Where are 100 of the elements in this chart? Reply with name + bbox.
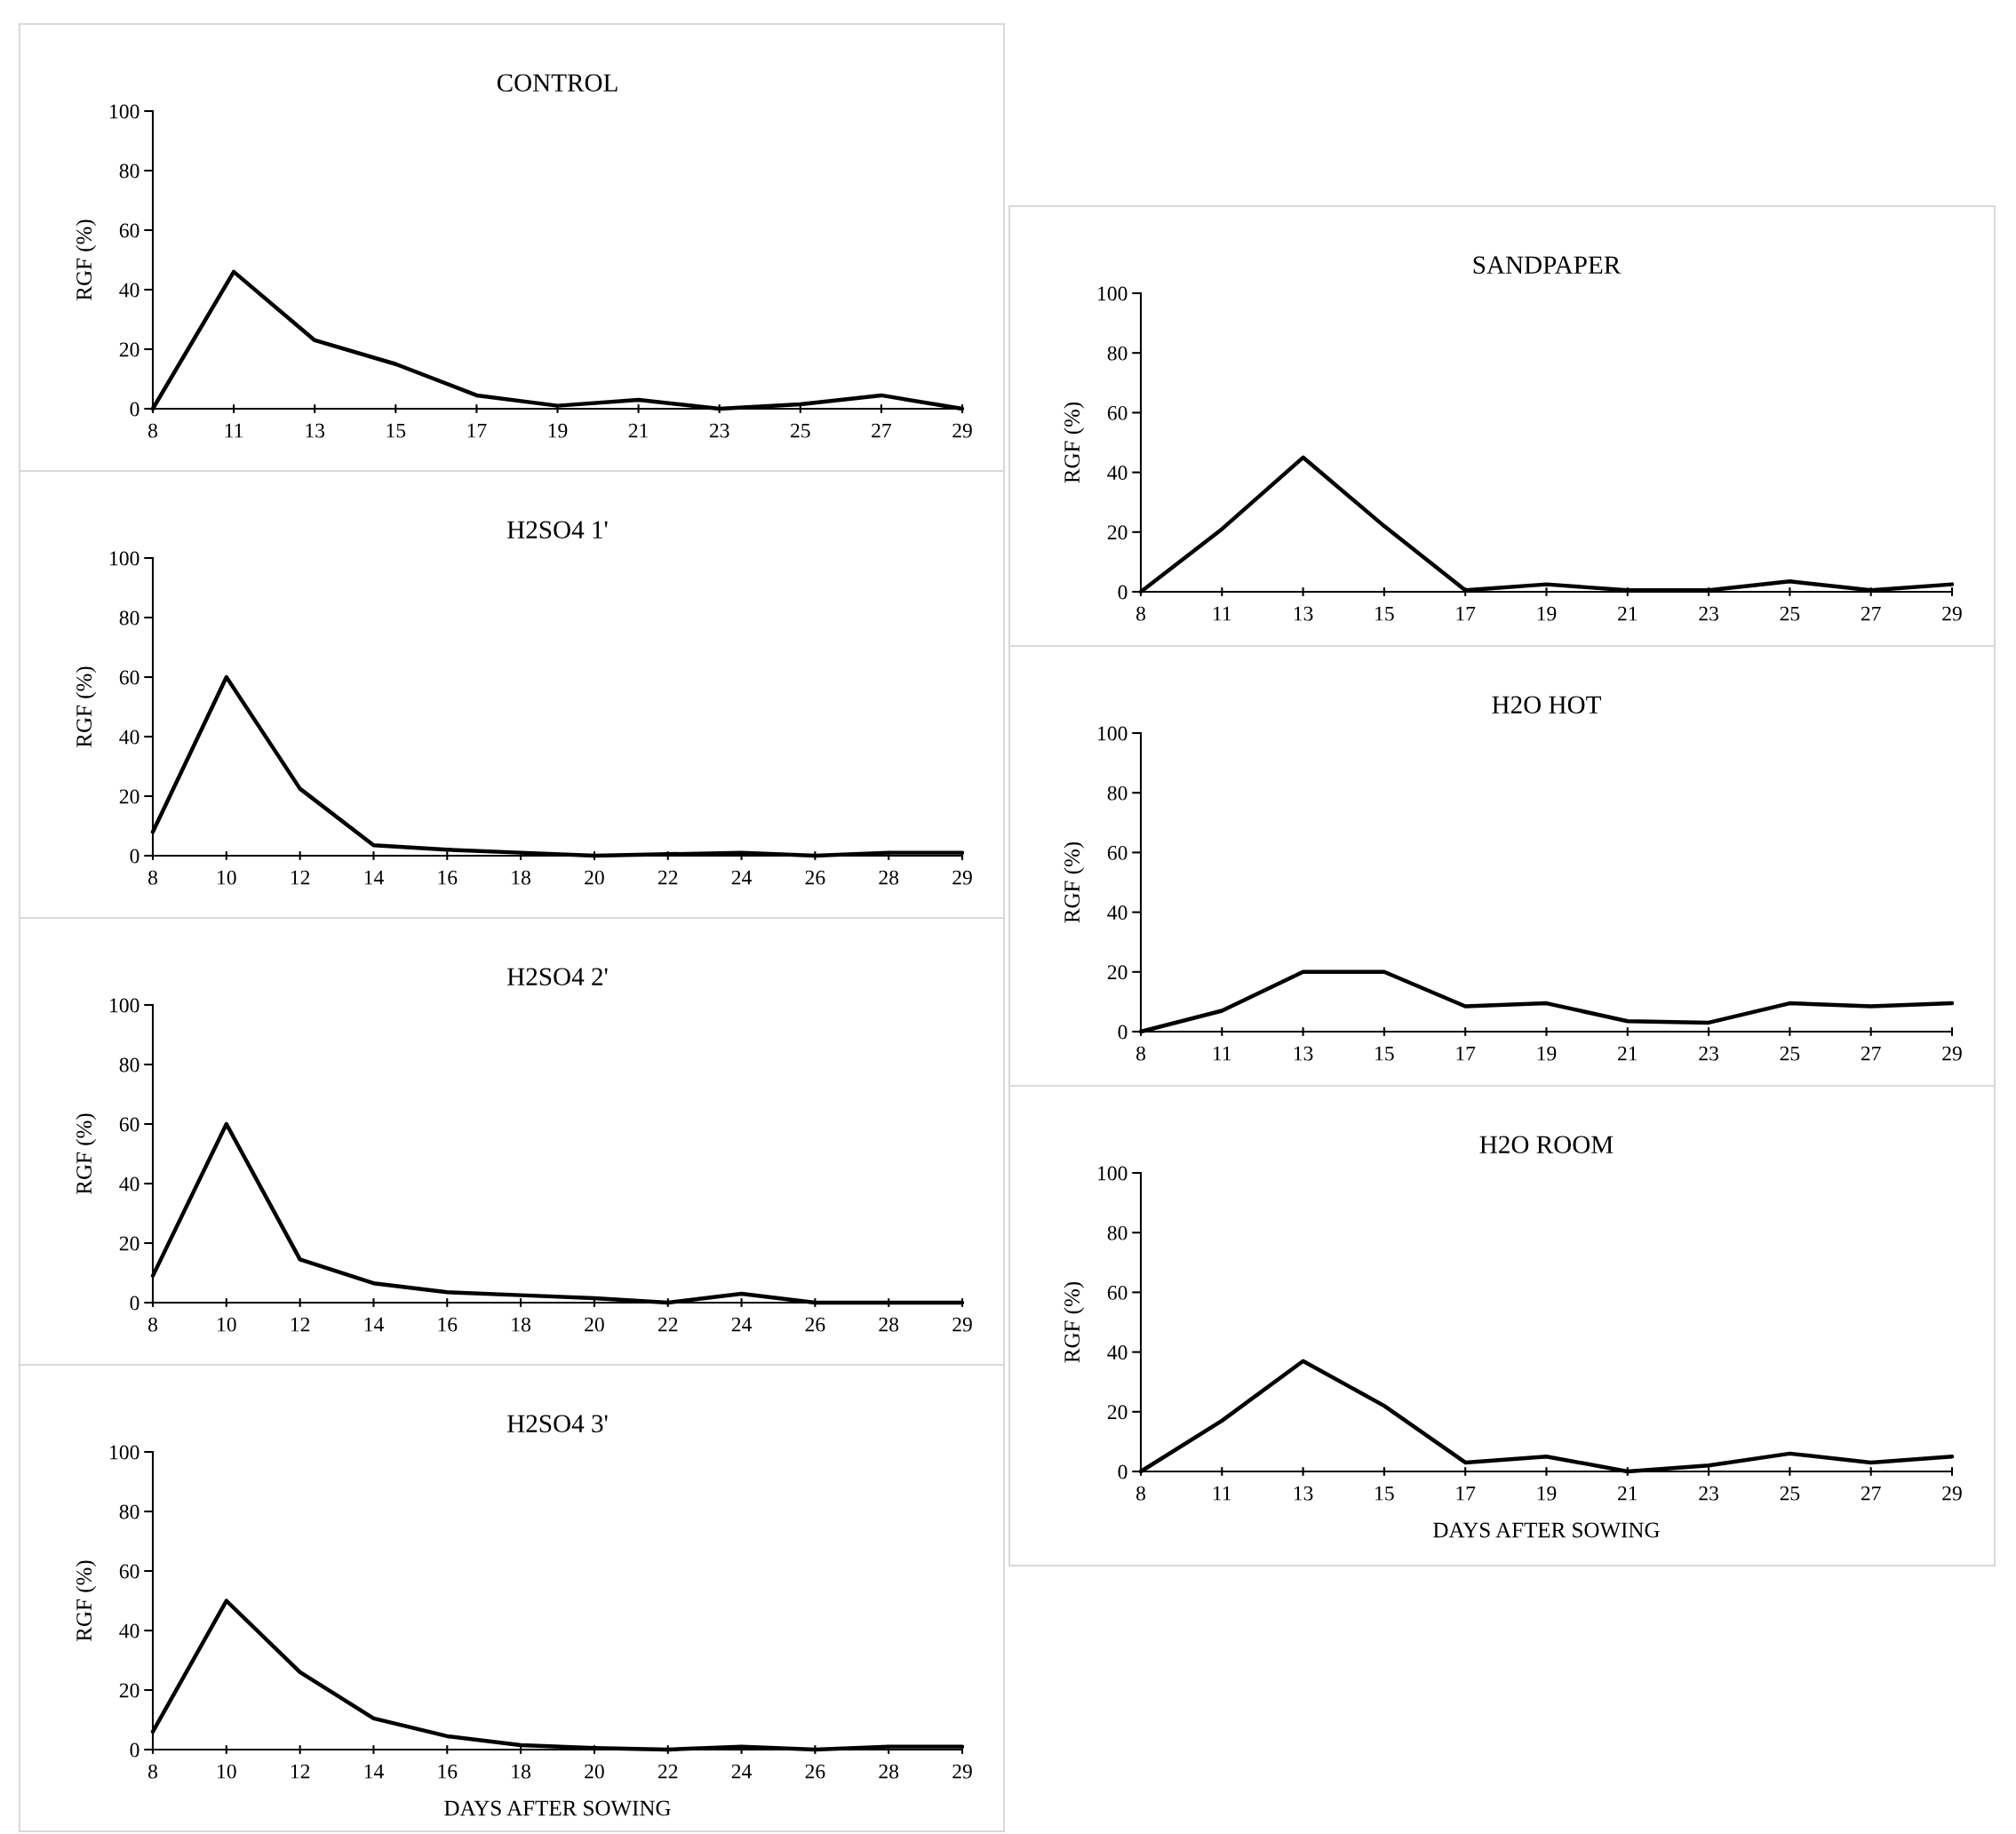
x-tick-label: 29 <box>952 870 972 885</box>
x-tick-label: 13 <box>1294 1046 1313 1061</box>
x-tick-label: 8 <box>1136 1486 1145 1501</box>
x-tick-label: 13 <box>306 423 325 438</box>
y-tick-label: 0 <box>130 402 139 417</box>
x-tick-label: 8 <box>1136 1046 1145 1061</box>
x-tick-label: 24 <box>731 1317 752 1332</box>
x-tick-label: 29 <box>1942 606 1962 621</box>
x-tick-label: 8 <box>148 870 157 885</box>
x-tick-label: 14 <box>364 1764 384 1779</box>
y-axis-title: RGF (%) <box>1064 402 1085 483</box>
x-tick-label: 27 <box>1861 606 1881 621</box>
x-tick-label: 22 <box>657 1317 678 1332</box>
x-tick-label: 16 <box>438 1764 458 1779</box>
chart-title: H2O ROOM <box>1479 1136 1614 1154</box>
x-tick-label: 12 <box>291 1317 310 1332</box>
x-tick-label: 11 <box>1214 1046 1231 1061</box>
y-tick-label: 80 <box>1107 785 1128 801</box>
y-tick-label: 0 <box>1118 1025 1128 1040</box>
y-tick-label: 0 <box>1118 585 1128 600</box>
x-tick-label: 26 <box>805 870 825 885</box>
x-tick-label: 17 <box>1456 606 1476 621</box>
y-tick-label: 60 <box>1107 1285 1128 1300</box>
x-tick-label: 25 <box>1780 606 1800 621</box>
x-tick-label: 18 <box>512 1764 530 1779</box>
y-tick-label: 100 <box>1098 286 1128 301</box>
x-tick-label: 19 <box>1537 1046 1557 1061</box>
x-tick-label: 17 <box>1456 1486 1476 1501</box>
y-tick-label: 60 <box>1107 845 1128 860</box>
x-tick-label: 12 <box>291 870 310 885</box>
y-tick-label: 100 <box>1098 726 1128 741</box>
x-tick-label: 21 <box>628 423 648 438</box>
y-tick-label: 20 <box>1107 965 1128 980</box>
x-tick-label: 19 <box>548 423 568 438</box>
x-tick-label: 21 <box>1618 1046 1638 1061</box>
x-tick-label: 22 <box>657 870 678 885</box>
y-tick-label: 0 <box>130 849 139 864</box>
x-tick-label: 25 <box>1780 1486 1800 1501</box>
x-tick-label: 17 <box>467 423 487 438</box>
y-tick-label: 60 <box>119 1117 139 1132</box>
y-tick-label: 60 <box>119 1564 139 1579</box>
x-tick-label: 29 <box>952 423 972 438</box>
x-tick-label: 12 <box>291 1764 310 1779</box>
x-tick-label: 29 <box>1942 1046 1962 1061</box>
x-tick-label: 11 <box>1214 1486 1231 1501</box>
x-tick-label: 21 <box>1618 1486 1638 1501</box>
y-axis-title: RGF (%) <box>1064 1281 1085 1363</box>
x-tick-label: 22 <box>657 1764 678 1779</box>
x-tick-label: 29 <box>1942 1486 1962 1501</box>
x-tick-label: 13 <box>1294 606 1313 621</box>
y-tick-label: 80 <box>119 163 139 179</box>
x-axis-title: DAYS AFTER SOWING <box>444 1800 671 1816</box>
y-tick-label: 0 <box>130 1296 139 1311</box>
x-tick-label: 25 <box>791 423 810 438</box>
x-tick-label: 26 <box>805 1317 825 1332</box>
x-tick-label: 23 <box>1699 1486 1718 1501</box>
x-tick-label: 18 <box>512 870 530 885</box>
chart-title: H2SO4 3' <box>507 1415 608 1433</box>
y-tick-label: 40 <box>119 1176 139 1192</box>
x-tick-label: 10 <box>218 1317 236 1332</box>
chart-title: CONTROL <box>497 74 618 92</box>
y-tick-label: 100 <box>110 104 139 119</box>
x-tick-label: 24 <box>731 1764 752 1779</box>
x-tick-label: 10 <box>218 870 236 885</box>
x-tick-label: 28 <box>879 870 899 885</box>
x-tick-label: 14 <box>364 870 384 885</box>
x-tick-label: 15 <box>1375 1046 1394 1061</box>
x-tick-label: 26 <box>805 1764 825 1779</box>
y-tick-label: 40 <box>119 1623 139 1639</box>
x-tick-label: 27 <box>1861 1046 1881 1061</box>
x-tick-label: 24 <box>731 870 752 885</box>
x-tick-label: 15 <box>386 423 406 438</box>
x-tick-label: 29 <box>952 1764 972 1779</box>
chart-title: H2SO4 2' <box>507 968 608 986</box>
y-tick-label: 40 <box>1107 466 1128 481</box>
x-tick-label: 20 <box>585 1317 604 1332</box>
x-tick-label: 23 <box>709 423 729 438</box>
y-tick-label: 60 <box>119 670 139 685</box>
y-tick-label: 20 <box>119 342 139 357</box>
x-tick-label: 13 <box>1294 1486 1313 1501</box>
y-tick-label: 20 <box>1107 1405 1128 1420</box>
x-tick-label: 23 <box>1699 606 1718 621</box>
chart-title: H2O HOT <box>1492 696 1601 714</box>
y-tick-label: 20 <box>119 1236 139 1251</box>
x-tick-label: 8 <box>148 423 157 438</box>
x-tick-label: 17 <box>1456 1046 1476 1061</box>
y-axis-title: RGF (%) <box>76 219 97 300</box>
x-tick-label: 27 <box>872 423 892 438</box>
x-tick-label: 15 <box>1375 1486 1394 1501</box>
y-axis-title: RGF (%) <box>1064 841 1085 923</box>
x-tick-label: 23 <box>1699 1046 1718 1061</box>
x-tick-label: 16 <box>438 1317 458 1332</box>
y-axis-title: RGF (%) <box>76 1560 97 1641</box>
chart-title: H2SO4 1' <box>507 521 608 539</box>
y-tick-label: 60 <box>1107 405 1128 420</box>
x-tick-label: 11 <box>1214 606 1231 621</box>
y-tick-label: 100 <box>110 551 139 566</box>
y-tick-label: 80 <box>119 1504 139 1519</box>
y-tick-label: 100 <box>1098 1166 1128 1181</box>
x-tick-label: 15 <box>1375 606 1394 621</box>
